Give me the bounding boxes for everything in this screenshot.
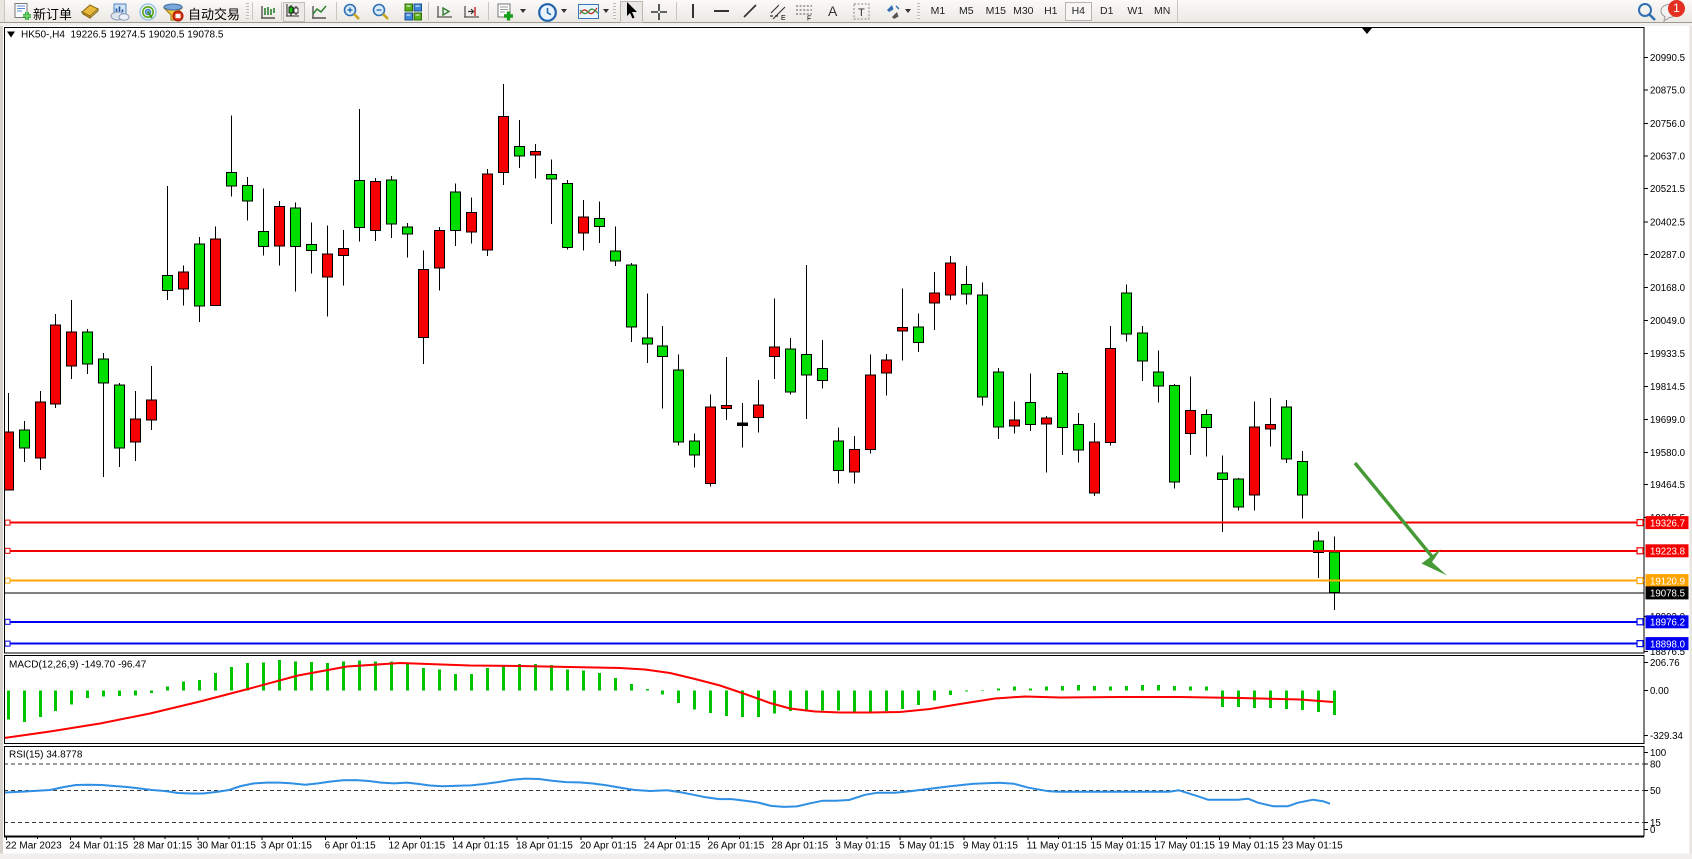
svg-text:20756.0: 20756.0 (1650, 119, 1686, 130)
svg-text:20 Apr 01:15: 20 Apr 01:15 (580, 841, 637, 852)
svg-text:20402.5: 20402.5 (1650, 217, 1685, 228)
svg-text:18 Apr 01:15: 18 Apr 01:15 (516, 841, 573, 852)
svg-text:20168.0: 20168.0 (1650, 283, 1686, 294)
svg-text:22 Mar 2023: 22 Mar 2023 (6, 841, 63, 852)
svg-text:18898.0: 18898.0 (1650, 639, 1686, 650)
svg-text:15 May 01:15: 15 May 01:15 (1091, 841, 1152, 852)
svg-text:19464.5: 19464.5 (1650, 480, 1685, 491)
svg-text:30 Mar 01:15: 30 Mar 01:15 (197, 841, 256, 852)
svg-text:12 Apr 01:15: 12 Apr 01:15 (389, 841, 446, 852)
svg-text:19814.5: 19814.5 (1650, 382, 1685, 393)
svg-text:RSI(15) 34.8778: RSI(15) 34.8778 (9, 750, 83, 761)
svg-text:18876.5: 18876.5 (1650, 647, 1685, 658)
svg-text:6 Apr 01:15: 6 Apr 01:15 (325, 841, 377, 852)
svg-text:19699.0: 19699.0 (1650, 415, 1686, 426)
svg-text:3 Apr 01:15: 3 Apr 01:15 (261, 841, 313, 852)
svg-text:9 May 01:15: 9 May 01:15 (963, 841, 1018, 852)
svg-text:15: 15 (1650, 818, 1661, 829)
svg-text:3 May 01:15: 3 May 01:15 (835, 841, 890, 852)
svg-text:26 Apr 01:15: 26 Apr 01:15 (708, 841, 765, 852)
svg-text:-329.34: -329.34 (1650, 731, 1683, 742)
svg-text:20637.0: 20637.0 (1650, 152, 1686, 163)
svg-text:F: F (807, 16, 811, 22)
svg-text:19078.5: 19078.5 (1650, 589, 1685, 600)
svg-text:100: 100 (1650, 748, 1667, 759)
svg-text:19 May 01:15: 19 May 01:15 (1218, 841, 1279, 852)
svg-text:19223.8: 19223.8 (1650, 547, 1685, 558)
svg-text:MACD(12,26,9) -149.70 -96.47: MACD(12,26,9) -149.70 -96.47 (9, 660, 147, 671)
svg-text:20287.0: 20287.0 (1650, 250, 1686, 261)
svg-text:11 May 01:15: 11 May 01:15 (1027, 841, 1087, 852)
svg-text:20990.5: 20990.5 (1650, 53, 1685, 64)
svg-text:19326.7: 19326.7 (1650, 518, 1685, 529)
svg-text:19120.9: 19120.9 (1650, 576, 1685, 587)
svg-text:E: E (781, 15, 786, 21)
svg-text:80: 80 (1650, 759, 1661, 770)
svg-text:0: 0 (1650, 825, 1656, 836)
svg-text:28 Apr 01:15: 28 Apr 01:15 (772, 841, 829, 852)
svg-text:20875.0: 20875.0 (1650, 86, 1686, 97)
svg-text:23 May 01:15: 23 May 01:15 (1282, 841, 1343, 852)
svg-text:20521.5: 20521.5 (1650, 184, 1685, 195)
svg-text:5 May 01:15: 5 May 01:15 (899, 841, 954, 852)
svg-text:19933.5: 19933.5 (1650, 349, 1685, 360)
svg-text:20049.0: 20049.0 (1650, 316, 1686, 327)
svg-text:14 Apr 01:15: 14 Apr 01:15 (452, 841, 509, 852)
svg-text:50: 50 (1650, 786, 1661, 797)
svg-text:17 May 01:15: 17 May 01:15 (1154, 841, 1215, 852)
svg-text:24 Apr 01:15: 24 Apr 01:15 (644, 841, 701, 852)
svg-text:HK50-,H4 19226.5 19274.5 1902: HK50-,H4 19226.5 19274.5 19020.5 19078.5 (21, 30, 224, 41)
svg-text:T: T (858, 7, 865, 19)
svg-text:0.00: 0.00 (1650, 686, 1669, 697)
svg-text:19580.0: 19580.0 (1650, 448, 1686, 459)
svg-text:18976.2: 18976.2 (1650, 618, 1685, 629)
svg-text:206.76: 206.76 (1650, 658, 1680, 669)
svg-text:28 Mar 01:15: 28 Mar 01:15 (133, 841, 192, 852)
svg-text:24 Mar 01:15: 24 Mar 01:15 (69, 841, 128, 852)
